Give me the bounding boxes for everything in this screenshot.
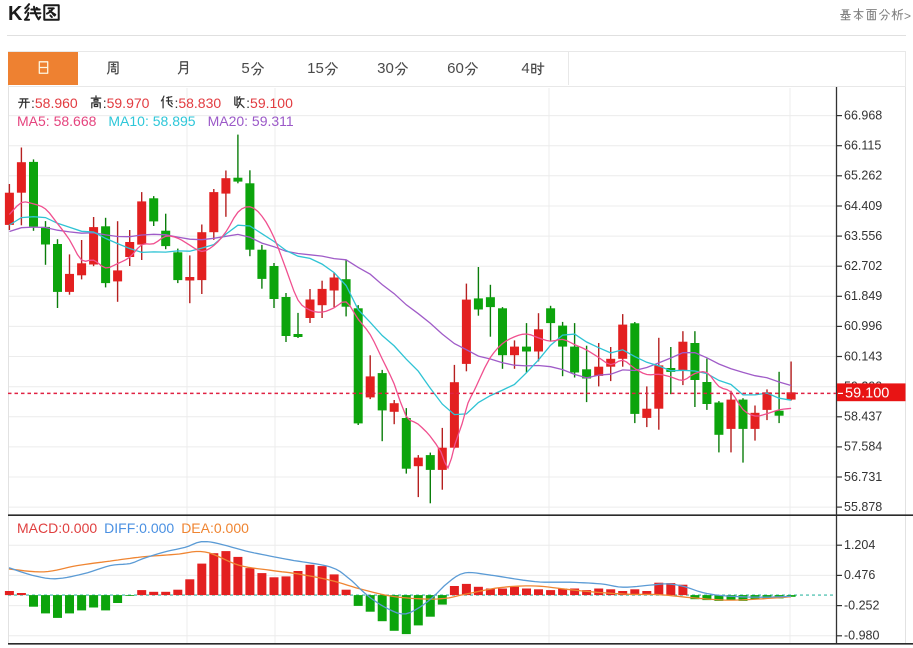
svg-text:66.968: 66.968	[844, 108, 882, 122]
svg-text:63.556: 63.556	[844, 229, 882, 243]
svg-text:60.996: 60.996	[844, 319, 882, 333]
svg-text:65.262: 65.262	[844, 169, 882, 183]
svg-text:-0.980: -0.980	[844, 629, 879, 643]
svg-text:-0.252: -0.252	[844, 598, 879, 612]
svg-text:57.584: 57.584	[844, 440, 882, 454]
svg-text:61.849: 61.849	[844, 289, 882, 303]
svg-text:1.204: 1.204	[844, 538, 875, 552]
svg-text:60.143: 60.143	[844, 349, 882, 363]
svg-text:56.731: 56.731	[844, 470, 882, 484]
svg-text:55.878: 55.878	[844, 500, 882, 514]
svg-text:0.476: 0.476	[844, 568, 875, 582]
svg-text:62.702: 62.702	[844, 259, 882, 273]
svg-text:58.437: 58.437	[844, 410, 882, 424]
svg-text:66.115: 66.115	[844, 138, 881, 152]
svg-text:64.409: 64.409	[844, 199, 882, 213]
svg-text:59.100: 59.100	[845, 386, 889, 402]
